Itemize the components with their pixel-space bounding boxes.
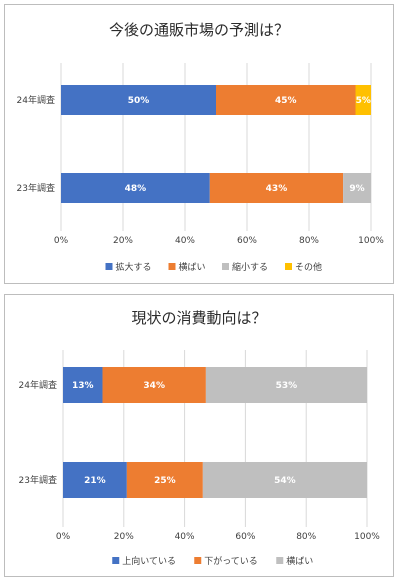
x-tick-label: 0%: [54, 236, 69, 246]
x-tick-label: 20%: [114, 532, 134, 542]
x-tick-label: 100%: [354, 532, 380, 542]
category-label: 24年調査: [17, 94, 55, 106]
bar-segment: [216, 85, 356, 115]
bar-segment: [209, 173, 344, 203]
legend-swatch: [112, 557, 120, 564]
data-label: 25%: [154, 476, 176, 486]
chart-panel-consumption: 現状の消費動向は？ 0% 20% 40% 60% 80% 100% 24年調査 13% 34% 5…: [4, 294, 394, 577]
category-label: 23年調査: [19, 474, 57, 486]
legend-swatch: [105, 263, 113, 270]
data-label: 34%: [143, 381, 165, 391]
chart-consumption: 現状の消費動向は？ 0% 20% 40% 60% 80% 100% 24年調査 13% 34% 5…: [19, 309, 381, 567]
data-label: 5%: [356, 96, 371, 106]
legend-label: 下がっている: [204, 555, 258, 567]
x-tick-label: 40%: [175, 532, 195, 542]
category-label: 23年調査: [17, 182, 55, 194]
legend-label: 横ばい: [179, 261, 206, 273]
bar-segment: [61, 173, 210, 203]
bar-segment: [63, 462, 127, 498]
x-tick-label: 20%: [113, 236, 133, 246]
data-label: 9%: [349, 184, 364, 194]
chart-panel-forecast: 今後の通販市場の予測は？ 0% 20% 40% 60% 80% 100% 24年調査 50% 4…: [4, 4, 394, 284]
chart-forecast: 今後の通販市場の予測は？ 0% 20% 40% 60% 80% 100% 24年調査 50% 4…: [17, 21, 385, 273]
legend-label: 縮小する: [232, 261, 268, 273]
bar-segment: [63, 367, 103, 403]
bar-segment: [355, 85, 371, 115]
data-label: 13%: [72, 381, 94, 391]
legend-swatch: [285, 263, 292, 270]
chart-title: 現状の消費動向は？: [131, 309, 266, 327]
bar-segment: [61, 85, 216, 115]
bar-segment: [102, 367, 206, 403]
legend-label: 横ばい: [286, 555, 313, 567]
legend-swatch: [276, 557, 284, 564]
x-tick-label: 0%: [56, 532, 71, 542]
legend-label: その他: [295, 261, 322, 273]
data-label: 53%: [276, 381, 298, 391]
legend-label: 拡大する: [116, 261, 152, 273]
bar-segment: [126, 462, 203, 498]
x-tick-label: 40%: [175, 236, 195, 246]
x-tick-label: 80%: [299, 236, 319, 246]
data-label: 43%: [266, 184, 288, 194]
legend-label: 上向いている: [122, 555, 176, 567]
category-label: 24年調査: [19, 379, 57, 391]
x-tick-label: 100%: [358, 236, 384, 246]
data-label: 48%: [125, 184, 147, 194]
data-label: 50%: [128, 96, 150, 106]
legend-swatch: [168, 263, 176, 270]
chart-title: 今後の通販市場の予測は？: [109, 21, 289, 39]
bar-segment: [202, 462, 367, 498]
data-label: 54%: [274, 476, 296, 486]
x-tick-label: 60%: [237, 236, 257, 246]
x-tick-label: 80%: [296, 532, 316, 542]
x-tick-label: 60%: [235, 532, 255, 542]
bar-segment: [343, 173, 371, 203]
data-label: 45%: [275, 96, 297, 106]
legend-swatch: [194, 557, 202, 564]
bar-segment: [205, 367, 367, 403]
data-label: 21%: [84, 476, 106, 486]
legend-swatch: [222, 263, 229, 270]
